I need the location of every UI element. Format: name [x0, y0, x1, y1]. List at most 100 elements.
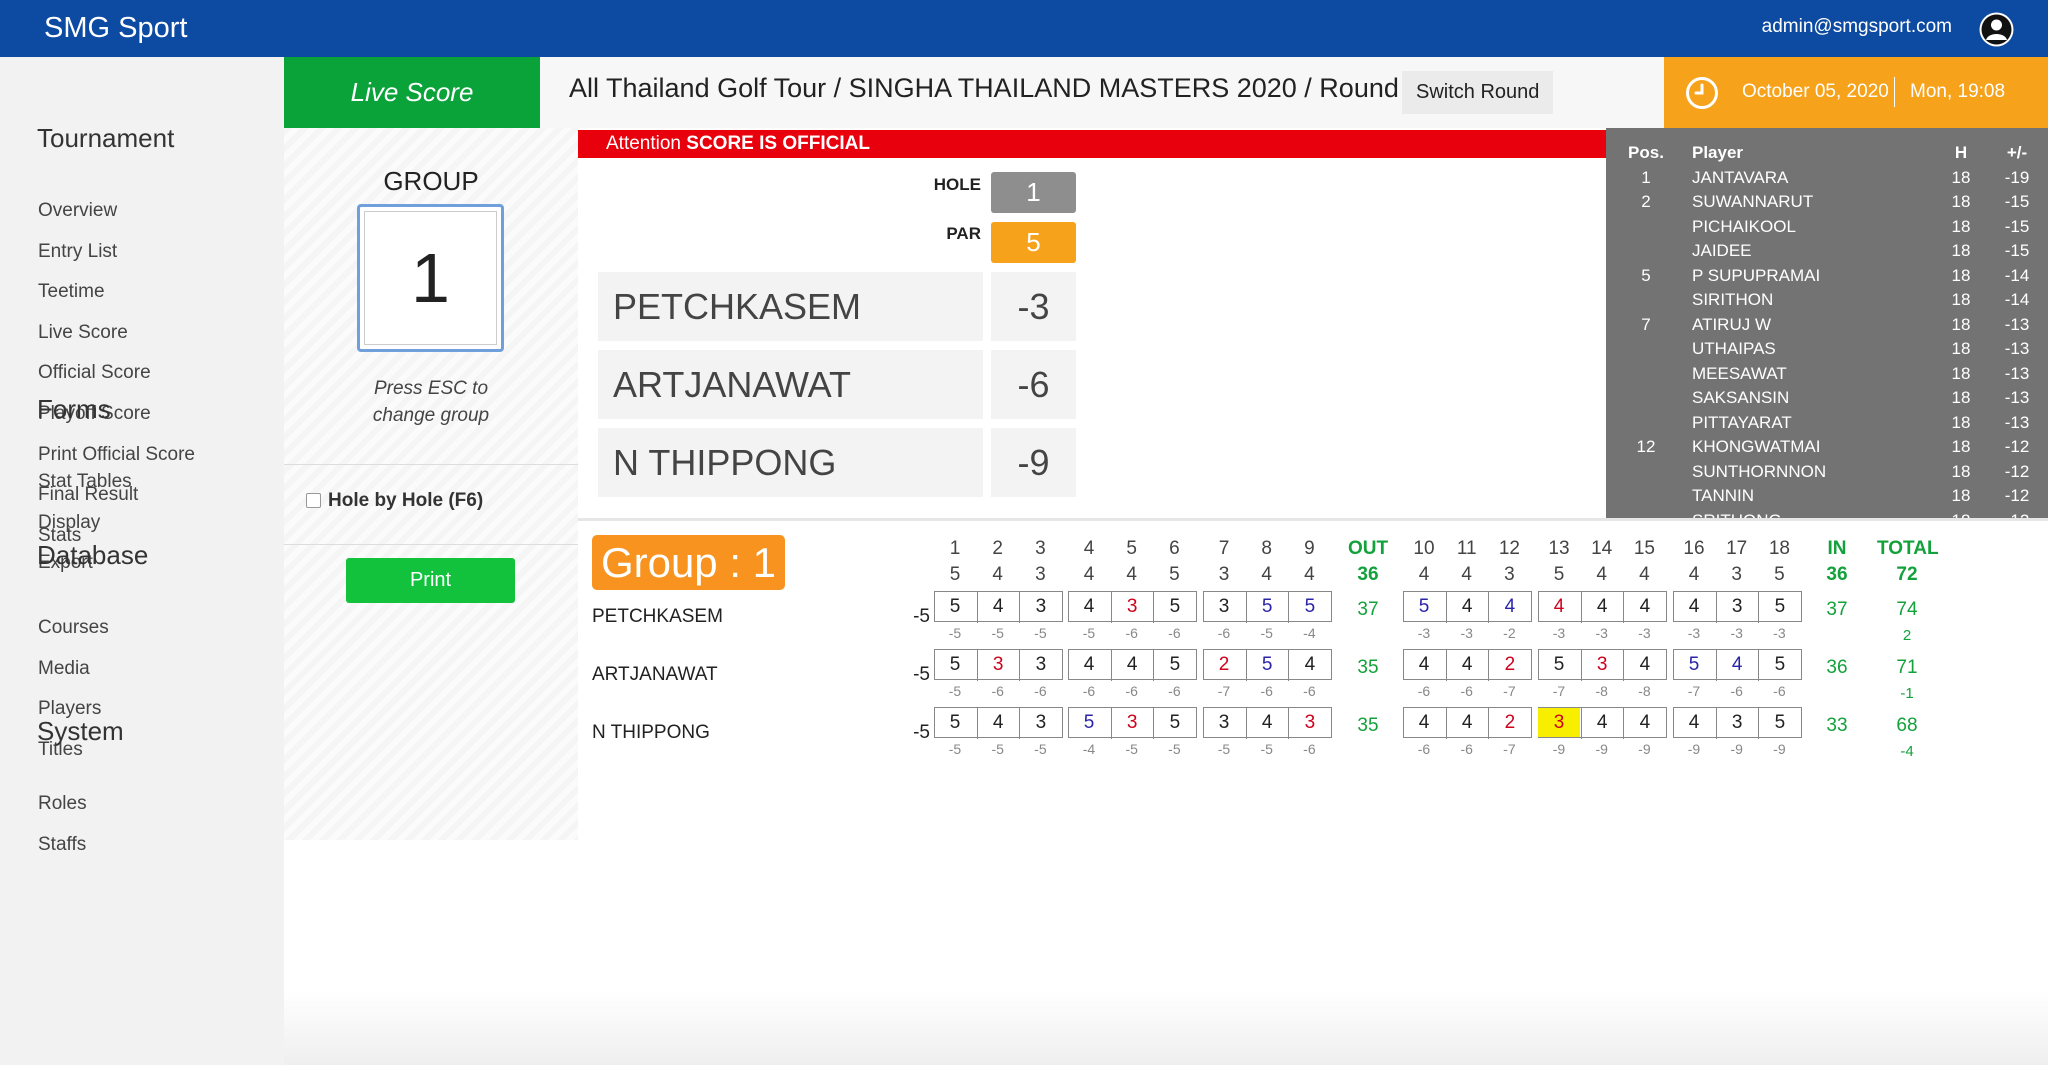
clock-icon [1686, 77, 1718, 109]
leaderboard-player: ATIRUJ W [1692, 314, 1772, 334]
scorecard-running-to-par: -3 [1552, 625, 1566, 641]
scorecard-hole-score: 5 [949, 712, 961, 733]
scorecard-running-to-par: -3 [1773, 625, 1786, 641]
scorecard-hole-par: 5 [1774, 564, 1785, 585]
sidebar-item-export[interactable]: Export [38, 552, 93, 574]
scorecard-running-to-par: -9 [1773, 741, 1786, 757]
user-email[interactable]: admin@smgsport.com [1761, 16, 1952, 37]
scorecard-out-total: 35 [1357, 715, 1379, 736]
scorecard-hole-number: 6 [1169, 538, 1180, 559]
scorecard-total-label: TOTAL [1877, 538, 1939, 559]
leaderboard-holes: 18 [1951, 241, 1971, 260]
leaderboard-row[interactable]: TANNIN 18 -12 [1606, 486, 2048, 510]
leaderboard-pos: 5 [1641, 265, 1651, 285]
leaderboard-row[interactable]: 12 KHONGWATMAI 18 -12 [1606, 437, 2048, 461]
sidebar-item-entry-list[interactable]: Entry List [38, 240, 118, 262]
sidebar-section-forms: Forms [37, 394, 111, 424]
sidebar-item-titles[interactable]: Titles [38, 738, 83, 760]
brand-logo[interactable]: SMG Sport [44, 12, 188, 44]
leaderboard-header-to-par: +/- [2006, 143, 2028, 162]
leaderboard-row[interactable]: PICHAIKOOL 18 -15 [1606, 217, 2048, 241]
leaderboard-row[interactable]: JAIDEE 18 -15 [1606, 241, 2048, 265]
scorecard-round-total: 68 [1896, 715, 1918, 736]
leaderboard-row[interactable]: SIRITHON 18 -14 [1606, 290, 2048, 314]
leaderboard-row[interactable]: 7 ATIRUJ W 18 -13 [1606, 315, 2048, 339]
sidebar-item-teetime[interactable]: Teetime [38, 281, 105, 303]
scorecard-running-to-par: -5 [1125, 741, 1138, 757]
scorecard-hole-score: 3 [1019, 708, 1061, 739]
scorecard-hole-score: 5 [1288, 592, 1330, 623]
group-number-input[interactable] [364, 211, 497, 345]
scorecard-hole-box [1538, 591, 1668, 622]
scorecard-hole-par: 5 [1169, 564, 1180, 585]
sidebar-section-database: Database [37, 540, 149, 570]
sidebar-item-display[interactable]: Display [38, 511, 101, 533]
scorecard-running-to-par: -9 [1687, 741, 1701, 757]
sidebar-item-print-official-score[interactable]: Print Official Score [38, 443, 195, 465]
hole-by-hole-checkbox[interactable] [306, 493, 321, 508]
leaderboard-holes: 18 [1936, 511, 1986, 519]
breadcrumb[interactable]: All Thailand Golf Tour / SINGHA THAILAND… [569, 73, 1437, 103]
sidebar-item-overview[interactable]: Overview [38, 200, 118, 221]
scorecard-running-to-par: -5 [1217, 741, 1231, 757]
leaderboard-row[interactable]: SAKSANSIN 18 -13 [1606, 388, 2048, 412]
sidebar-item-staffs[interactable]: Staffs [38, 833, 87, 855]
sidebar-item-official-score[interactable]: Official Score [38, 362, 151, 384]
scorecard-start-score: -5 [913, 664, 930, 685]
sidebar-item-playoff-score[interactable]: Playoff Score [38, 403, 151, 424]
scorecard-hole-number: 7 [1218, 538, 1230, 559]
leaderboard-player: MEESAWAT [1692, 363, 1787, 383]
leaderboard-holes: 18 [1951, 437, 1971, 456]
scorecard-hole-score: 4 [1445, 650, 1488, 681]
scorecard-hole-par: 4 [1304, 564, 1315, 585]
scorecard-hole-score: 3 [1715, 592, 1758, 623]
leaderboard-player: PICHAIKOOL [1692, 216, 1796, 236]
scorecard-hole-number: 11 [1456, 538, 1477, 559]
scorecard-hole-par: 4 [1596, 564, 1607, 585]
scorecard-running-to-par: -6 [1773, 683, 1786, 699]
leaderboard-row[interactable]: UTHAIPAS 18 -13 [1606, 339, 2048, 363]
date-divider [1894, 77, 1895, 107]
sidebar-item-final-result[interactable]: Final Result [38, 484, 139, 506]
leaderboard-row[interactable]: PITTAYARAT 18 -13 [1606, 413, 2048, 437]
print-button[interactable]: Print [346, 558, 515, 603]
sidebar-item-roles[interactable]: Roles [38, 793, 87, 814]
scorecard-running-to-par: -3 [1595, 625, 1608, 641]
leaderboard-row[interactable]: 1 JANTAVARA 18 -19 [1606, 168, 2048, 192]
user-avatar-icon[interactable] [1978, 11, 2015, 48]
hole-by-hole-toggle[interactable]: Hole by Hole (F6) [306, 490, 483, 512]
sidebar: Tournament Overview Entry List Teetime Live … [0, 57, 284, 1065]
leaderboard-row[interactable]: SUNTHORNNON 18 -12 [1606, 462, 2048, 486]
scorecard-hole-box [1538, 649, 1668, 680]
scorecard-running-to-par: -6 [1460, 741, 1473, 757]
scorecard-running-to-par: -6 [991, 683, 1004, 699]
leaderboard-holes: 18 [1951, 388, 1971, 407]
scorecard-out-par: 36 [1357, 564, 1379, 585]
scorecard-hole-par: 3 [1035, 564, 1046, 585]
leaderboard-row[interactable]: 2 SUWANNARUT 18 -15 [1606, 192, 2048, 216]
scorecard-running-to-par: -6 [1260, 683, 1273, 699]
sidebar-item-stat-tables[interactable]: Stat Tables [38, 471, 132, 492]
hole-label: HOLE [933, 175, 981, 194]
scorecard-hole-score: 3 [976, 650, 1019, 681]
sidebar-item-stats[interactable]: Stats [38, 524, 82, 546]
leaderboard-player: SRITHONG [1692, 511, 1782, 519]
scorecard-hole-box [934, 649, 1064, 680]
leaderboard-row[interactable]: SRITHONG 18 -12 [1606, 511, 2048, 519]
scorecard-out-total: 37 [1357, 599, 1379, 620]
sidebar-item-courses[interactable]: Courses [38, 617, 109, 638]
leaderboard-holes: 18 [1951, 486, 1971, 505]
sidebar-item-media[interactable]: Media [38, 657, 90, 679]
leaderboard-row[interactable]: 5 P SUPUPRAMAI 18 -14 [1606, 266, 2048, 290]
leaderboard-header-holes: H [1954, 143, 1968, 162]
live-score-tab[interactable]: Live Score [284, 57, 540, 128]
official-banner: Attention SCORE IS OFFICIAL [578, 130, 1664, 158]
sidebar-item-players[interactable]: Players [38, 698, 102, 720]
leaderboard-holes: 18 [1951, 363, 1971, 383]
sidebar-item-live-score[interactable]: Live Score [38, 321, 128, 343]
switch-round-button[interactable]: Switch Round [1402, 71, 1554, 114]
leaderboard-holes: 18 [1951, 314, 1971, 334]
leaderboard-row[interactable]: MEESAWAT 18 -13 [1606, 364, 2048, 388]
leaderboard-to-par: -13 [2004, 363, 2030, 383]
hole-by-hole-label: Hole by Hole (F6) [328, 490, 484, 511]
